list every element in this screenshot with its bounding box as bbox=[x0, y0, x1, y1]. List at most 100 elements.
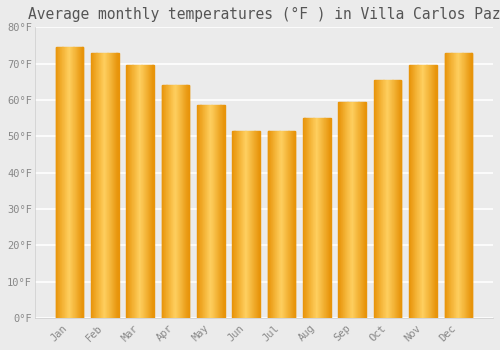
Bar bbox=[82, 47, 83, 318]
Bar bbox=[237, 131, 238, 318]
Bar bbox=[59, 47, 60, 318]
Bar bbox=[391, 80, 392, 318]
Bar bbox=[221, 105, 222, 318]
Bar bbox=[148, 65, 149, 318]
Bar bbox=[204, 105, 206, 318]
Bar bbox=[284, 131, 285, 318]
Bar bbox=[292, 131, 294, 318]
Bar bbox=[197, 105, 198, 318]
Bar bbox=[247, 131, 248, 318]
Bar bbox=[376, 80, 378, 318]
Bar bbox=[312, 118, 313, 318]
Bar bbox=[208, 105, 210, 318]
Bar bbox=[172, 85, 174, 318]
Bar bbox=[198, 105, 199, 318]
Bar bbox=[126, 65, 154, 318]
Bar bbox=[126, 65, 127, 318]
Bar bbox=[223, 105, 224, 318]
Bar bbox=[276, 131, 278, 318]
Bar bbox=[291, 131, 292, 318]
Bar bbox=[117, 53, 118, 318]
Bar bbox=[330, 118, 331, 318]
Bar bbox=[258, 131, 260, 318]
Bar bbox=[199, 105, 200, 318]
Bar bbox=[57, 47, 58, 318]
Bar bbox=[341, 102, 342, 318]
Bar bbox=[375, 80, 376, 318]
Bar bbox=[352, 102, 353, 318]
Bar bbox=[141, 65, 142, 318]
Bar bbox=[81, 47, 82, 318]
Bar bbox=[164, 85, 165, 318]
Bar bbox=[382, 80, 383, 318]
Bar bbox=[106, 53, 107, 318]
Bar bbox=[178, 85, 179, 318]
Bar bbox=[107, 53, 108, 318]
Bar bbox=[75, 47, 76, 318]
Bar bbox=[238, 131, 240, 318]
Bar bbox=[167, 85, 168, 318]
Bar bbox=[176, 85, 177, 318]
Bar bbox=[317, 118, 318, 318]
Bar bbox=[434, 65, 436, 318]
Bar bbox=[305, 118, 306, 318]
Bar bbox=[280, 131, 281, 318]
Bar bbox=[72, 47, 73, 318]
Bar bbox=[142, 65, 143, 318]
Bar bbox=[66, 47, 68, 318]
Bar bbox=[246, 131, 247, 318]
Bar bbox=[392, 80, 393, 318]
Bar bbox=[362, 102, 364, 318]
Bar bbox=[77, 47, 78, 318]
Bar bbox=[183, 85, 184, 318]
Bar bbox=[135, 65, 136, 318]
Bar bbox=[346, 102, 348, 318]
Bar bbox=[276, 131, 277, 318]
Bar bbox=[327, 118, 328, 318]
Bar bbox=[269, 131, 270, 318]
Bar bbox=[353, 102, 354, 318]
Bar bbox=[150, 65, 151, 318]
Bar bbox=[434, 65, 435, 318]
Bar bbox=[389, 80, 390, 318]
Bar bbox=[342, 102, 344, 318]
Bar bbox=[143, 65, 144, 318]
Bar bbox=[215, 105, 216, 318]
Bar bbox=[214, 105, 215, 318]
Bar bbox=[320, 118, 321, 318]
Bar bbox=[233, 131, 234, 318]
Bar bbox=[430, 65, 432, 318]
Bar bbox=[111, 53, 112, 318]
Bar bbox=[147, 65, 148, 318]
Bar bbox=[78, 47, 79, 318]
Bar bbox=[110, 53, 111, 318]
Bar bbox=[451, 53, 452, 318]
Bar bbox=[219, 105, 220, 318]
Bar bbox=[132, 65, 134, 318]
Bar bbox=[346, 102, 347, 318]
Bar bbox=[169, 85, 170, 318]
Bar bbox=[274, 131, 276, 318]
Bar bbox=[394, 80, 396, 318]
Bar bbox=[70, 47, 72, 318]
Bar bbox=[116, 53, 117, 318]
Bar bbox=[322, 118, 323, 318]
Bar bbox=[364, 102, 366, 318]
Bar bbox=[466, 53, 468, 318]
Bar bbox=[374, 80, 402, 318]
Bar bbox=[344, 102, 345, 318]
Bar bbox=[163, 85, 164, 318]
Bar bbox=[339, 102, 340, 318]
Bar bbox=[315, 118, 316, 318]
Bar bbox=[344, 102, 346, 318]
Bar bbox=[338, 102, 339, 318]
Bar bbox=[450, 53, 451, 318]
Bar bbox=[357, 102, 358, 318]
Bar bbox=[358, 102, 359, 318]
Bar bbox=[79, 47, 80, 318]
Bar bbox=[359, 102, 360, 318]
Bar bbox=[245, 131, 246, 318]
Bar bbox=[462, 53, 464, 318]
Bar bbox=[76, 47, 77, 318]
Bar bbox=[129, 65, 130, 318]
